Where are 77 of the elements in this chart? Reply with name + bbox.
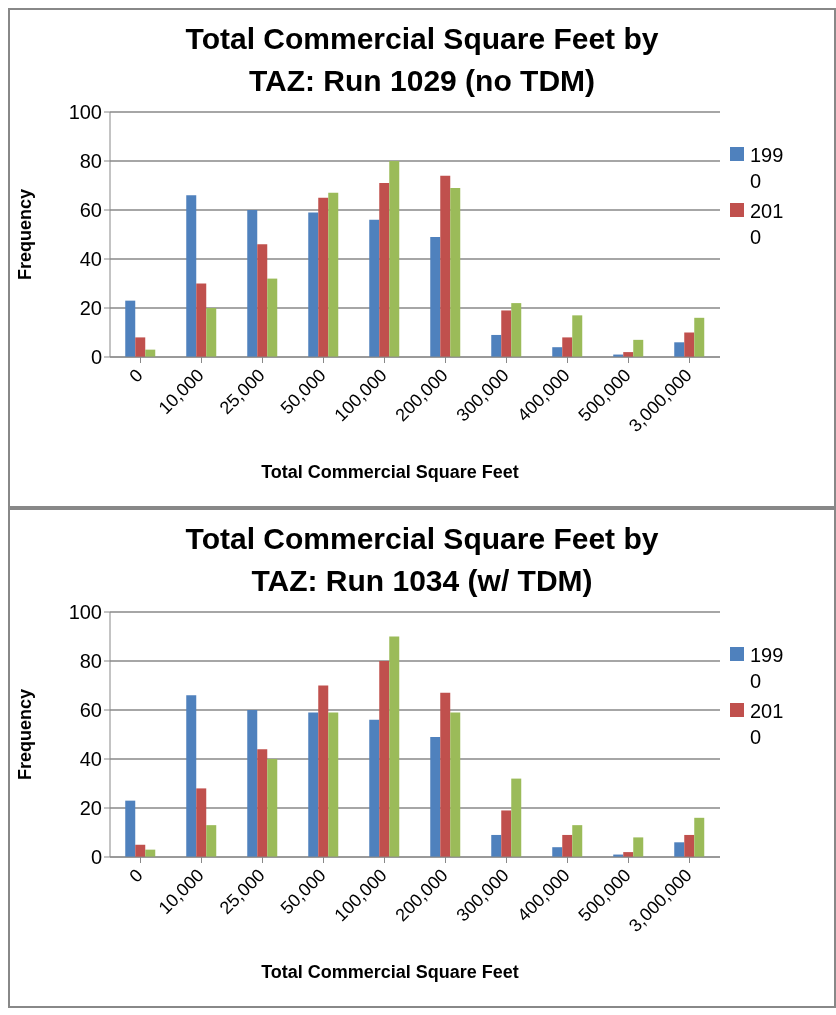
x-tick-label: 0 — [125, 365, 147, 387]
bar — [125, 800, 136, 857]
bar — [267, 759, 278, 857]
y-tick-label: 80 — [79, 650, 102, 673]
bar — [501, 810, 512, 857]
bar — [552, 347, 563, 357]
bar — [308, 712, 319, 857]
bar — [379, 183, 390, 357]
bar — [135, 337, 146, 357]
bar — [440, 692, 451, 857]
bar — [369, 719, 380, 857]
bar — [450, 187, 461, 357]
bar — [511, 303, 522, 357]
legend-label: 2010 — [750, 199, 785, 250]
bar — [125, 300, 136, 357]
chart-title: Total Commercial Square Feet by TAZ: Run 1029 (no TDM) — [184, 21, 660, 99]
y-tick-label: 80 — [79, 150, 102, 173]
y-axis-title: Frequency — [15, 188, 36, 281]
y-tick-label: 0 — [90, 346, 102, 369]
bar — [379, 661, 390, 857]
bar — [369, 219, 380, 357]
bar — [257, 749, 268, 857]
bar — [572, 315, 583, 357]
bar — [206, 308, 217, 357]
bar — [247, 710, 258, 857]
bar — [674, 842, 685, 857]
bar — [511, 778, 522, 857]
y-tick-label: 20 — [79, 297, 102, 320]
bar — [684, 834, 695, 857]
bar — [318, 197, 329, 357]
bar — [440, 175, 451, 357]
legend-label: 1990 — [750, 143, 785, 194]
x-tick-label: 0 — [125, 865, 147, 887]
legend-label: 2010 — [750, 699, 785, 750]
bar — [430, 236, 441, 357]
bar — [430, 736, 441, 857]
x-axis-title: Total Commercial Square Feet — [260, 962, 520, 983]
chart-title: Total Commercial Square Feet by TAZ: Run 1034 (w/ TDM) — [184, 521, 660, 599]
bar — [267, 278, 278, 357]
legend-label: 1990 — [750, 643, 785, 694]
bar — [186, 695, 197, 857]
bar — [257, 244, 268, 357]
bar — [562, 834, 573, 857]
y-axis-title: Frequency — [15, 688, 36, 781]
y-tick-label: 20 — [79, 797, 102, 820]
bar — [186, 195, 197, 357]
bar — [562, 337, 573, 357]
bar — [389, 161, 400, 357]
bar — [196, 283, 207, 357]
bar — [247, 210, 258, 357]
y-tick-label: 60 — [79, 199, 102, 222]
x-axis-title: Total Commercial Square Feet — [260, 462, 520, 483]
bar — [633, 339, 644, 357]
y-tick-label: 100 — [68, 601, 102, 624]
bar — [572, 825, 583, 857]
bar — [318, 685, 329, 857]
bar — [328, 712, 339, 857]
bar — [491, 334, 502, 357]
bar — [552, 847, 563, 857]
y-tick-label: 0 — [90, 846, 102, 869]
y-tick-label: 40 — [79, 748, 102, 771]
bar — [196, 788, 207, 857]
bar — [389, 636, 400, 857]
bar — [674, 342, 685, 357]
bar — [684, 332, 695, 357]
bar — [206, 825, 217, 857]
y-tick-label: 100 — [68, 101, 102, 124]
bar — [633, 837, 644, 857]
bar — [308, 212, 319, 357]
bar — [491, 834, 502, 857]
y-tick-label: 60 — [79, 699, 102, 722]
bar — [694, 317, 705, 357]
bar — [694, 817, 705, 857]
bar — [450, 712, 461, 857]
y-tick-label: 40 — [79, 248, 102, 271]
bar — [501, 310, 512, 357]
bar — [328, 192, 339, 357]
